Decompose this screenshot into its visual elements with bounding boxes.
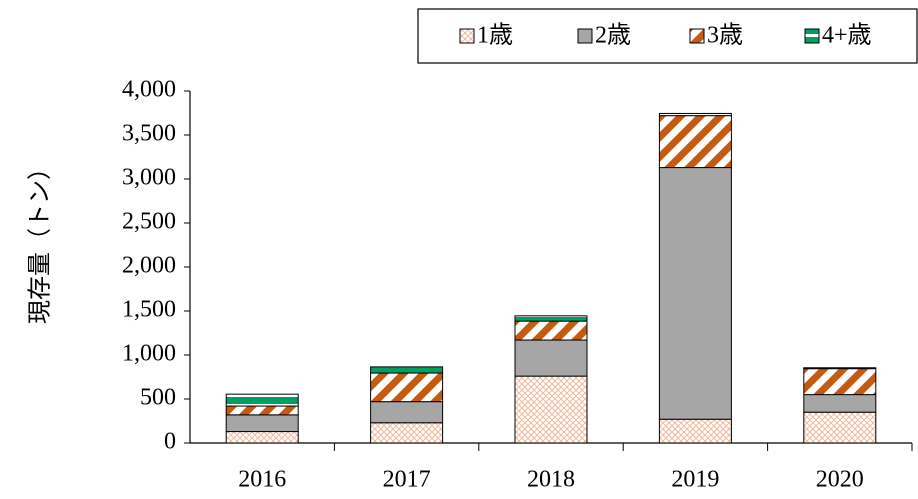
bar-segment <box>370 372 444 403</box>
legend-label: 4+歳 <box>822 22 872 49</box>
bar-segment <box>225 414 299 433</box>
y-axis-label: 現存量（トン） <box>27 156 54 324</box>
bar-segment <box>225 393 299 407</box>
legend-label: 1歳 <box>477 22 513 49</box>
x-tick-label: 2018 <box>527 467 575 493</box>
bar-segment <box>803 367 877 370</box>
x-tick-label: 2017 <box>383 467 431 493</box>
bar-segment <box>370 401 444 424</box>
bar-segment <box>658 112 732 117</box>
y-tick-label: 0 <box>164 429 176 455</box>
bar-segment <box>803 394 877 413</box>
bar-segment <box>514 315 588 322</box>
y-tick-label: 2,500 <box>122 209 176 235</box>
bar-segment <box>514 375 588 444</box>
legend-swatch <box>689 28 705 44</box>
bar-segment <box>514 339 588 377</box>
bar-segment <box>658 167 732 420</box>
y-tick-label: 3,500 <box>122 121 176 147</box>
legend-box <box>417 8 918 64</box>
legend-swatch <box>459 28 475 44</box>
bar-segment <box>803 411 877 444</box>
y-tick-label: 4,000 <box>122 77 176 103</box>
y-tick-label: 500 <box>140 385 176 411</box>
x-tick-label: 2016 <box>238 467 286 493</box>
bar-segment <box>370 422 444 444</box>
legend-label: 2歳 <box>595 22 631 49</box>
y-tick-label: 1,000 <box>122 341 176 367</box>
bar-segment <box>225 431 299 444</box>
y-tick-label: 1,500 <box>122 297 176 323</box>
y-tick-label: 2,000 <box>122 253 176 279</box>
bar-segment <box>225 405 299 416</box>
legend-label: 3歳 <box>707 22 743 49</box>
bar-segment <box>514 320 588 341</box>
y-tick-label: 3,000 <box>122 165 176 191</box>
bar-segment <box>658 418 732 444</box>
bar-segment <box>658 115 732 169</box>
x-tick-label: 2019 <box>671 467 719 493</box>
bar-segment <box>370 366 444 374</box>
legend-swatch <box>577 28 593 44</box>
bar-segment <box>803 368 877 396</box>
x-tick-label: 2020 <box>816 467 864 493</box>
legend-swatch <box>804 28 820 44</box>
